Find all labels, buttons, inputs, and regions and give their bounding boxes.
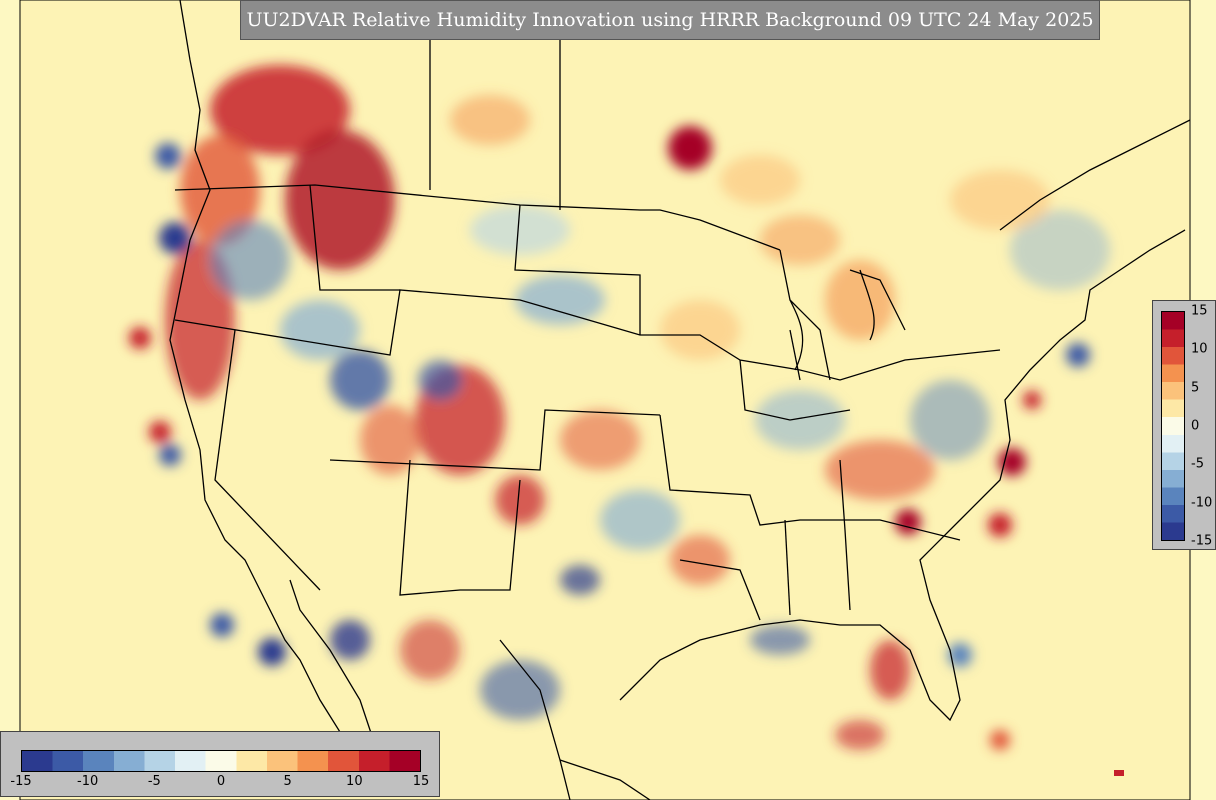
horizontal-colorbar: -15 -10 -5 0 5 10 15 [0,731,440,797]
colorbar-tick-label: -5 [1191,456,1204,472]
colorbar-tick-label: -10 [77,774,99,789]
colorbar-tick-label: 10 [346,774,363,789]
map-frame [19,0,1191,800]
colorbar-tick-label: -5 [147,774,161,789]
colorbar-tick-label: 5 [283,774,292,789]
colorbar-tick-label: -15 [10,774,32,789]
colorbar-tick-label: 0 [216,774,226,789]
colorbar-tick-label: -10 [1191,495,1213,511]
colorbar-tick-label: 10 [1191,341,1208,357]
colorbar-tick-label: 5 [1191,380,1200,396]
vertical-colorbar-gradient [1161,311,1185,541]
innovation-field [129,65,1110,750]
colorbar-tick-label: 15 [1191,303,1208,319]
map-title: UU2DVAR Relative Humidity Innovation usi… [240,0,1100,40]
scattered-marker [1114,770,1124,776]
colorbar-tick-label: 15 [412,774,430,789]
colorbar-tick-label: -15 [1191,533,1213,549]
horizontal-colorbar-gradient [21,750,421,772]
map-boundaries [169,0,1191,800]
colorbar-tick-label: 0 [1191,418,1200,434]
vertical-colorbar: 15 10 5 0 -5 -10 -15 [1152,300,1216,550]
